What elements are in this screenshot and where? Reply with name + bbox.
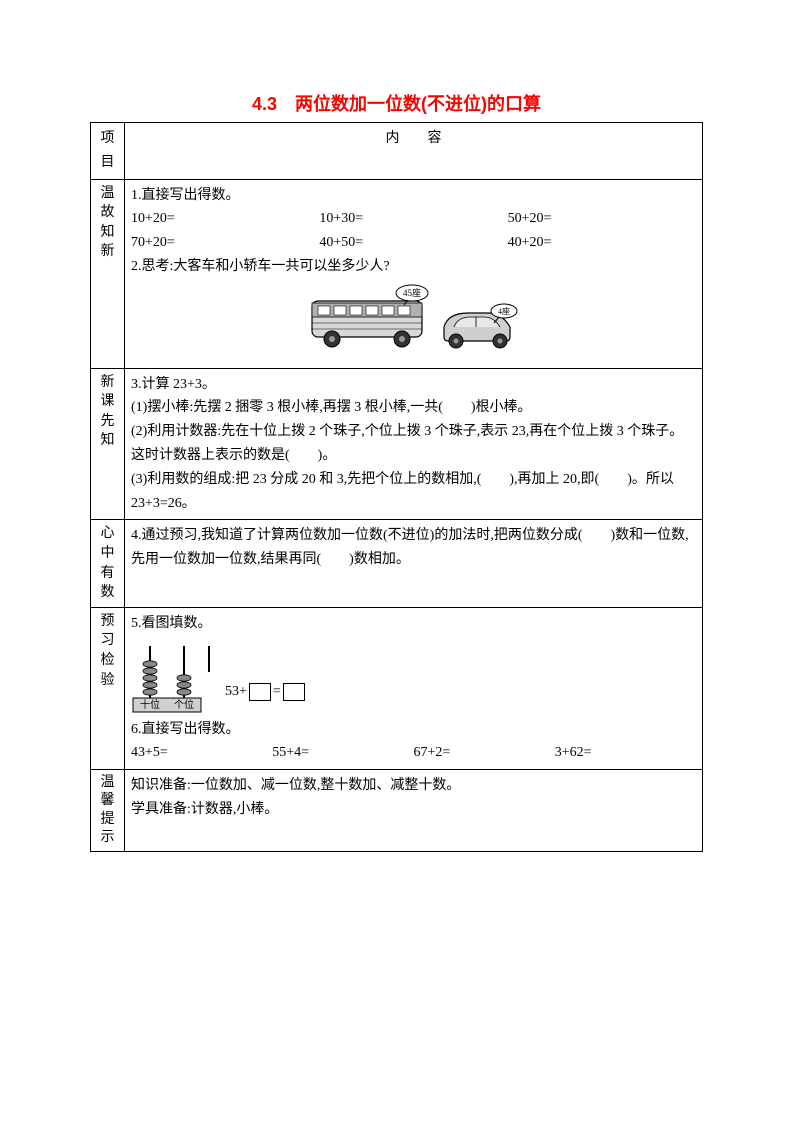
answer-box [283,683,305,701]
row-tip-label: 温馨 提示 [91,770,125,852]
page-title: 4.3 两位数加一位数(不进位)的口算 [90,90,703,116]
svg-text:个位: 个位 [174,698,194,711]
row-check-label: 预 习 检 验 [91,607,125,769]
label-char: 数 [101,583,115,603]
q1-label: 1.直接写出得数。 [131,184,696,208]
q4-text: 4.通过预习,我知道了计算两位数加一位数(不进位)的加法时,把两位数分成( )数… [131,524,696,572]
q3-line1: 3.计算 23+3。 [131,373,696,397]
header-col2: 内 容 [125,123,703,180]
calc-cell: 10+30= [319,207,507,231]
q3-line3: (2)利用计数器:先在十位上拨 2 个珠子,个位上拨 3 个珠子,表示 23,再… [131,420,696,468]
calc-cell: 67+2= [414,741,555,765]
row-tip: 温馨 提示 知识准备:一位数加、减一位数,整十数加、减整十数。 学具准备:计数器… [91,770,703,852]
header-col1: 项目 [91,123,125,180]
tip-line1: 知识准备:一位数加、减一位数,整十数加、减整十数。 [131,774,696,798]
row-review-label: 温 故 知 新 [91,179,125,368]
calc-cell: 70+20= [131,231,319,255]
calc-cell: 43+5= [131,741,272,765]
tip-line2: 学具准备:计数器,小棒。 [131,798,696,822]
label-char: 新 [101,242,115,262]
row-review: 温 故 知 新 1.直接写出得数。 10+20= 10+30= 50+20= 7… [91,179,703,368]
calc-cell: 50+20= [508,207,696,231]
row-tip-content: 知识准备:一位数加、减一位数,整十数加、减整十数。 学具准备:计数器,小棒。 [125,770,703,852]
calc-cell: 3+62= [555,741,696,765]
eq-prefix: 53+ [225,680,247,704]
label-char: 提示 [97,811,118,847]
equation-boxes: 53+ = [225,680,305,704]
label-char: 温馨 [97,774,118,810]
abacus-icon: 十位 个位 [131,642,215,714]
label-char: 心 [101,524,115,544]
abacus-figure: 十位 个位 [131,642,696,714]
car-badge-text: 4座 [498,306,510,316]
label-char: 知 [101,431,115,451]
row-newlesson-content: 3.计算 23+3。 (1)摆小棒:先摆 2 捆零 3 根小棒,再摆 3 根小棒… [125,368,703,520]
label-char: 知 [101,223,115,243]
label-char: 有 [101,564,115,584]
bus-car-icon: 45座 4座 [304,283,524,355]
label-char: 中 [101,544,115,564]
row-summary: 心 中 有 数 4.通过预习,我知道了计算两位数加一位数(不进位)的加法时,把两… [91,520,703,607]
label-char: 课 [101,392,115,412]
eq-mid: = [273,680,281,704]
row-review-content: 1.直接写出得数。 10+20= 10+30= 50+20= 70+20= 40… [125,179,703,368]
vehicle-figure: 45座 4座 [131,279,696,364]
calc-row-q6: 43+5= 55+4= 67+2= 3+62= [131,741,696,765]
q5-label: 5.看图填数。 [131,612,696,636]
q3-line2: (1)摆小棒:先摆 2 捆零 3 根小棒,再摆 3 根小棒,一共( )根小棒。 [131,396,696,420]
svg-text:十位: 十位 [140,698,160,711]
row-check: 预 习 检 验 5.看图填数。 十位 个位 [91,607,703,769]
calc-cell: 55+4= [272,741,413,765]
label-char: 预 [101,612,115,632]
q2-label: 2.思考:大客车和小轿车一共可以坐多少人? [131,255,696,279]
q3-line4: (3)利用数的组成:把 23 分成 20 和 3,先把个位上的数相加,( ),再… [131,468,696,516]
calc-row-1: 10+20= 10+30= 50+20= [131,207,696,231]
bus-badge-text: 45座 [402,287,420,298]
calc-row-2: 70+20= 40+50= 40+20= [131,231,696,255]
calc-cell: 40+20= [508,231,696,255]
label-char: 习 [101,631,115,651]
label-char: 检 [101,651,115,671]
label-char: 先 [101,412,115,432]
answer-box [249,683,271,701]
label-char: 新 [101,373,115,393]
label-char: 温 [101,184,115,204]
table-header-row: 项目 内 容 [91,123,703,180]
row-newlesson-label: 新 课 先 知 [91,368,125,520]
calc-cell: 10+20= [131,207,319,231]
label-char: 故 [101,203,115,223]
row-summary-label: 心 中 有 数 [91,520,125,607]
row-summary-content: 4.通过预习,我知道了计算两位数加一位数(不进位)的加法时,把两位数分成( )数… [125,520,703,607]
q6-label: 6.直接写出得数。 [131,718,696,742]
row-newlesson: 新 课 先 知 3.计算 23+3。 (1)摆小棒:先摆 2 捆零 3 根小棒,… [91,368,703,520]
worksheet-table: 项目 内 容 温 故 知 新 1.直接写出得数。 10+20= 10+30= 5… [90,122,703,852]
row-check-content: 5.看图填数。 十位 个位 [125,607,703,769]
calc-cell: 40+50= [319,231,507,255]
label-char: 验 [101,671,115,691]
